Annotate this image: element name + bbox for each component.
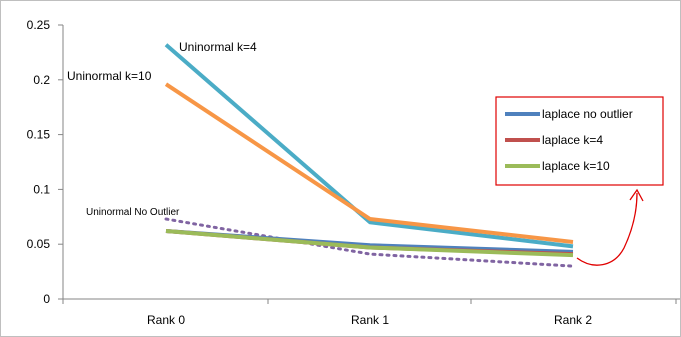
callout-arrow [576, 192, 638, 266]
legend-label: laplace k=10 [542, 159, 610, 173]
y-tick-label: 0.1 [33, 182, 50, 196]
y-tick-label: 0.25 [27, 18, 51, 32]
y-tick-label: 0.05 [27, 237, 51, 251]
series-line-uninone [164, 217, 575, 268]
x-axis: Rank 0 Rank 1 Rank 2 [62, 298, 680, 327]
series-lines [164, 43, 575, 268]
y-tick-label: 0 [43, 292, 50, 306]
y-tick-label: 0.2 [33, 73, 50, 87]
x-category-label: Rank 0 [147, 313, 185, 327]
series-line-uni4 [164, 43, 574, 249]
annotation-uninormal-k4: Uninormal k=4 [179, 40, 257, 54]
y-tick-label: 0.15 [27, 128, 51, 142]
series-line-lap10 [165, 229, 574, 258]
legend-label: laplace k=4 [542, 133, 603, 147]
legend: laplace no outlier laplace k=4 laplace k=1… [495, 96, 664, 186]
legend-label: laplace no outlier [542, 107, 633, 121]
x-category-label: Rank 2 [554, 313, 592, 327]
x-category-label: Rank 1 [351, 313, 389, 327]
annotation-uninormal-k10: Uninormal k=10 [67, 69, 152, 83]
annotation-uninormal-no-outlier: Uninormal No Outlier [86, 207, 180, 218]
series-line-uni10 [164, 82, 574, 244]
callout-arrow-head [629, 188, 644, 202]
y-axis: 0 0.05 0.1 0.15 0.2 0.25 [27, 18, 64, 306]
annotations: Uninormal k=4 Uninormal k=10 Uninormal N… [67, 40, 257, 218]
